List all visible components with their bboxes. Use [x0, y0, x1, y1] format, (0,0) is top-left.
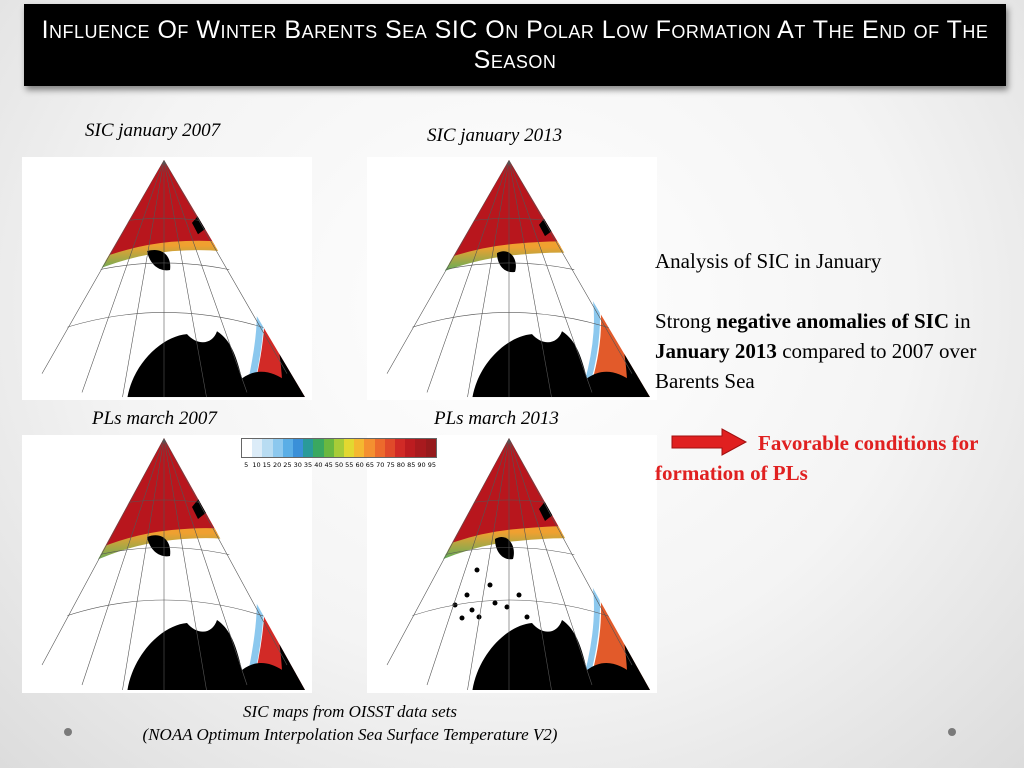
colorbar-cell [252, 439, 263, 457]
nav-dot-left [64, 728, 72, 736]
caption-sic-2007: SIC january 2007 [85, 120, 221, 141]
colorbar-tick-label: 15 [262, 461, 271, 469]
colorbar-cell [364, 439, 375, 457]
colorbar-tick-label: 30 [293, 461, 302, 469]
favorable-conditions: Favorable conditions for formation of PL… [655, 428, 1015, 488]
map-pl-2007 [22, 435, 312, 693]
source-line-1: SIC maps from OISST data sets [243, 702, 457, 721]
colorbar-cell [415, 439, 426, 457]
arrow-right-icon [671, 428, 748, 456]
colorbar-cell [354, 439, 365, 457]
colorbar-tick-label: 10 [252, 461, 261, 469]
colorbar-tick-label: 80 [396, 461, 406, 469]
source-line-2: (NOAA Optimum Interpolation Sea Surface … [142, 725, 558, 744]
colorbar-cell [323, 439, 334, 457]
colorbar-tick-label: 60 [355, 461, 364, 469]
colorbar-tick-label: 90 [417, 461, 426, 469]
analysis-mid: in [949, 309, 971, 333]
colorbar-tick-label: 85 [407, 461, 416, 469]
analysis-prefix: Strong [655, 309, 717, 333]
colorbar-cell [242, 439, 253, 457]
colorbar-tick-label: 40 [314, 461, 323, 469]
polar-low-markers [452, 567, 530, 621]
colorbar-ticks: 5 10 15 20 25 30 35 40 45 50 55 60 65 70 75 80 85 90 95 [241, 458, 437, 470]
colorbar-tick-label: 65 [365, 461, 375, 469]
analysis-heading: Analysis of SIC in January [655, 249, 882, 273]
caption-pl-2013: PLs march 2013 [434, 408, 559, 429]
source-note: SIC maps from OISST data sets (NOAA Opti… [0, 700, 700, 746]
favorable-text: Favorable conditions for formation of PL… [655, 431, 979, 485]
colorbar-cell [405, 439, 416, 457]
colorbar-cell [344, 439, 355, 457]
map-sic-2007 [22, 157, 312, 400]
analysis-bold-2: January 2013 [655, 339, 777, 363]
analysis-suffix: compared to 2007 over Barents Sea [655, 339, 977, 393]
caption-sic-2013: SIC january 2013 [427, 125, 563, 146]
nav-dot-right [948, 728, 956, 736]
colorbar-cell [374, 439, 385, 457]
colorbar-cell [262, 439, 273, 457]
analysis-panel: Analysis of SIC in January Strong negati… [655, 246, 1015, 396]
colorbar-cell [395, 439, 406, 457]
colorbar-tick-label: 35 [303, 461, 313, 469]
colorbar-tick-label: 25 [283, 461, 292, 469]
colorbar-tick-label: 75 [386, 461, 395, 469]
sic-colorbar: 5 10 15 20 25 30 35 40 45 50 55 60 65 70 75 80 85 90 95 [241, 438, 437, 474]
map-pl-2013 [367, 435, 657, 693]
colorbar-tick-label: 70 [376, 461, 385, 469]
caption-pl-2007: PLs march 2007 [92, 408, 217, 429]
colorbar-cell [333, 439, 345, 457]
colorbar-tick-label: 45 [324, 461, 333, 469]
colorbar-tick-label: 20 [272, 461, 282, 469]
colorbar-cell [282, 439, 294, 457]
title-bar: Influence Of Winter Barents Sea SIC On P… [24, 4, 1006, 86]
colorbar-cell [303, 439, 314, 457]
analysis-body: Strong negative anomalies of SIC in Janu… [655, 306, 1015, 396]
analysis-bold-1: negative anomalies of SIC [716, 309, 950, 333]
colorbar-cell [293, 439, 304, 457]
slide-title: Influence Of Winter Barents Sea SIC On P… [41, 16, 989, 74]
colorbar-tick-label: 50 [334, 461, 344, 469]
colorbar-cell [384, 439, 396, 457]
colorbar-cell [425, 439, 436, 457]
colorbar-tick-label: 55 [345, 461, 354, 469]
colorbar-tick-label: 5 [244, 461, 249, 469]
colorbar-cell [272, 439, 283, 457]
colorbar-cell [313, 439, 324, 457]
colorbar-cells [241, 438, 437, 458]
map-sic-2013 [367, 157, 657, 400]
colorbar-tick-label: 95 [427, 461, 436, 469]
